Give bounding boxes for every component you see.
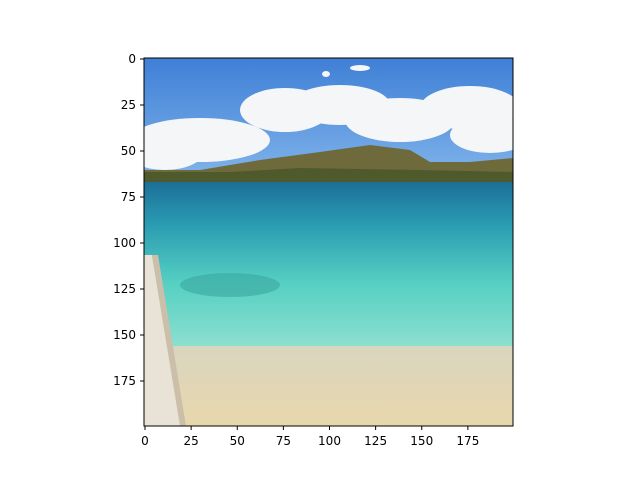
y-tick-label: 175 [113,374,136,388]
x-tick-label: 175 [456,434,479,448]
y-tick-label: 100 [113,236,136,250]
beach-landscape-image [144,58,513,426]
y-tick-label: 25 [121,98,136,112]
x-tick-label: 125 [364,434,387,448]
x-tick-label: 75 [276,434,291,448]
sand [144,346,513,426]
y-tick-label: 0 [128,52,136,66]
stone-edge [144,255,180,426]
axes-frame [143,57,514,427]
x-tick-label: 150 [410,434,433,448]
y-tick-label: 50 [121,144,136,158]
x-tick-label: 50 [230,434,245,448]
x-tick-label: 25 [183,434,198,448]
y-tick-label: 150 [113,328,136,342]
y-tick-label: 125 [113,282,136,296]
x-tick-label: 100 [318,434,341,448]
y-tick-label: 75 [121,190,136,204]
clouds [144,65,513,170]
x-axis: 0 25 50 75 100 125 150 175 [141,426,479,448]
sea [144,182,513,350]
x-tick-label: 0 [141,434,149,448]
y-axis: 0 25 50 75 100 125 150 175 [113,52,144,388]
